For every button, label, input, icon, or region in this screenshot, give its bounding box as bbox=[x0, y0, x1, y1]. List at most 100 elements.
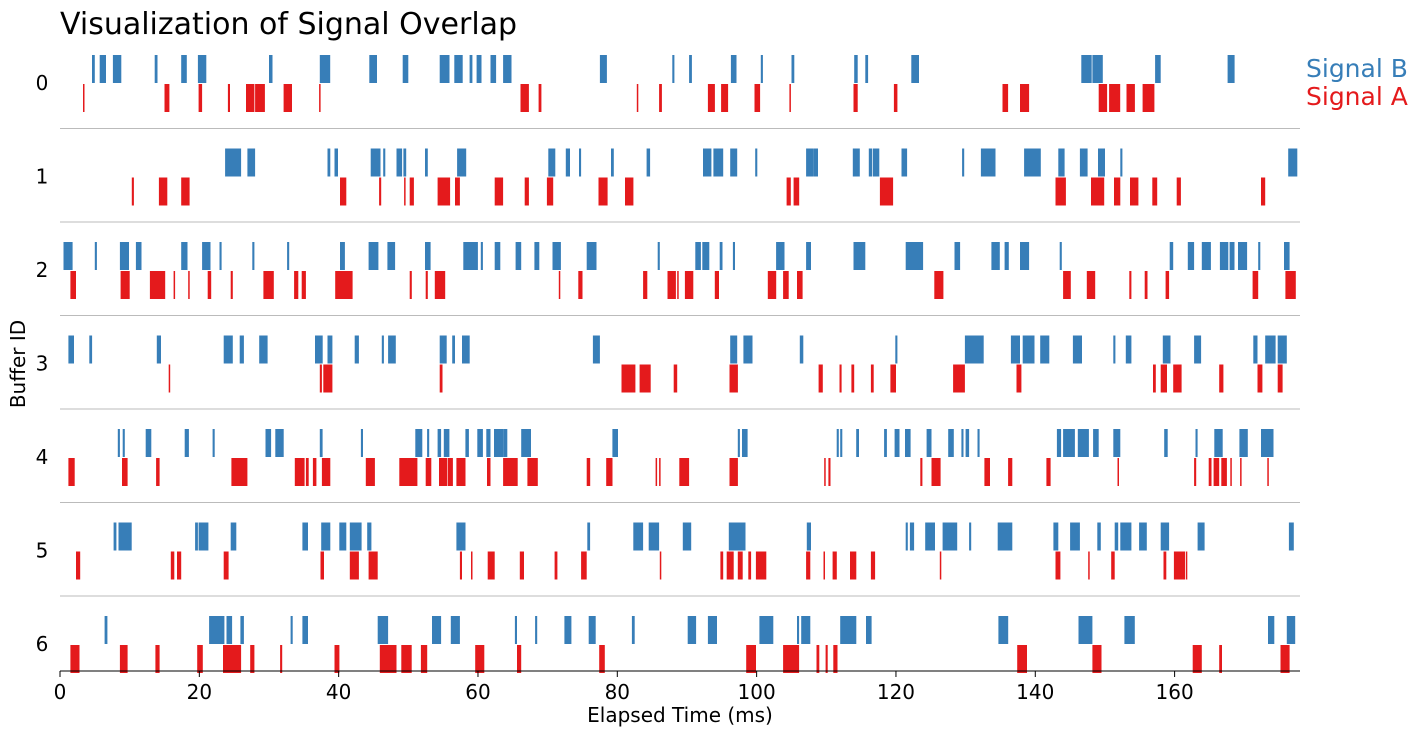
signal-b-event bbox=[290, 616, 293, 644]
signal-b-event bbox=[961, 429, 964, 457]
signal-a-event bbox=[1092, 645, 1102, 673]
signal-b-event bbox=[1120, 148, 1123, 177]
signal-b-event bbox=[275, 429, 284, 457]
signal-a-event bbox=[524, 177, 529, 206]
signal-b-event bbox=[633, 522, 644, 551]
signal-b-event bbox=[439, 335, 447, 364]
signal-b-event bbox=[856, 429, 859, 457]
signal-b-event bbox=[452, 335, 455, 364]
signal-b-event bbox=[713, 148, 724, 177]
x-tick-label: 60 bbox=[465, 680, 490, 704]
signal-b-event bbox=[381, 335, 384, 364]
signal-a-event bbox=[953, 364, 965, 393]
signal-b-event bbox=[1077, 429, 1089, 457]
signal-b-event bbox=[901, 148, 908, 177]
signal-b-event bbox=[302, 616, 308, 644]
signal-b-event bbox=[1097, 522, 1101, 551]
signal-b-event bbox=[113, 522, 117, 551]
signal-a-event bbox=[334, 645, 340, 673]
signal-a-event bbox=[870, 551, 876, 580]
signal-a-event bbox=[851, 364, 855, 393]
signal-b-event bbox=[219, 242, 222, 270]
signal-b-event bbox=[1155, 55, 1161, 83]
signal-a-event bbox=[1126, 84, 1135, 112]
signal-a-event bbox=[1280, 645, 1290, 673]
signal-a-event bbox=[231, 458, 248, 486]
signal-a-event bbox=[870, 364, 874, 393]
signal-a-event bbox=[519, 551, 524, 580]
signal-b-event bbox=[195, 522, 198, 551]
signal-b-event bbox=[1265, 335, 1276, 364]
signal-b-event bbox=[94, 242, 97, 270]
signal-b-event bbox=[269, 55, 273, 83]
signal-b-event bbox=[1160, 522, 1170, 551]
signal-b-event bbox=[340, 242, 345, 270]
signal-b-event bbox=[1197, 522, 1205, 551]
signal-a-event bbox=[893, 84, 898, 112]
signal-a-event bbox=[459, 551, 462, 580]
signal-b-event bbox=[806, 522, 811, 551]
signal-a-event bbox=[1086, 271, 1096, 299]
signal-a-event bbox=[319, 364, 322, 393]
signal-b-event bbox=[657, 242, 660, 270]
signal-b-event bbox=[905, 522, 908, 551]
signal-b-event bbox=[104, 616, 108, 644]
signal-a-event bbox=[250, 645, 255, 673]
signal-a-event bbox=[833, 645, 838, 673]
signal-a-event bbox=[1252, 271, 1259, 299]
signal-a-event bbox=[197, 645, 203, 673]
signal-b-event bbox=[730, 335, 738, 364]
signal-b-event bbox=[1092, 55, 1103, 83]
signal-a-event bbox=[439, 458, 448, 486]
signal-a-event bbox=[825, 645, 828, 673]
signal-a-event bbox=[131, 177, 134, 206]
signal-b-event bbox=[349, 522, 362, 551]
signal-b-event bbox=[911, 55, 919, 83]
signal-a-event bbox=[70, 271, 76, 299]
signal-a-event bbox=[1152, 177, 1158, 206]
signal-a-event bbox=[655, 458, 658, 486]
signal-a-event bbox=[599, 645, 605, 673]
signal-b-event bbox=[1022, 335, 1035, 364]
signal-b-event bbox=[1288, 148, 1298, 177]
signal-a-event bbox=[1261, 177, 1266, 206]
signal-b-event bbox=[866, 616, 872, 644]
signal-b-event bbox=[977, 429, 980, 457]
signal-a-event bbox=[621, 364, 636, 393]
signal-b-event bbox=[425, 148, 428, 177]
signal-b-event bbox=[969, 522, 972, 551]
signal-b-event bbox=[454, 55, 463, 83]
signal-a-event bbox=[1192, 645, 1202, 673]
signal-a-event bbox=[434, 271, 446, 299]
signal-b-event bbox=[853, 242, 866, 270]
signal-a-event bbox=[494, 177, 504, 206]
signal-a-event bbox=[1130, 177, 1139, 206]
signal-b-event bbox=[463, 242, 478, 270]
signal-b-event bbox=[646, 148, 651, 177]
signal-a-event bbox=[122, 458, 128, 486]
signal-a-event bbox=[181, 177, 190, 206]
signal-a-event bbox=[173, 271, 176, 299]
signal-b-event bbox=[156, 335, 161, 364]
signal-a-event bbox=[1185, 551, 1188, 580]
buffer-label-3: 3 bbox=[36, 352, 49, 376]
signal-a-event bbox=[517, 645, 522, 673]
signal-a-event bbox=[305, 458, 309, 486]
signal-b-event bbox=[865, 55, 869, 83]
signal-b-event bbox=[776, 242, 785, 270]
signal-b-event bbox=[730, 148, 738, 177]
signal-b-event bbox=[612, 429, 618, 457]
signal-a-event bbox=[786, 177, 791, 206]
signal-a-event bbox=[349, 551, 359, 580]
signal-b-event bbox=[1268, 616, 1275, 644]
signal-a-event bbox=[1117, 458, 1119, 486]
signal-b-event bbox=[1040, 335, 1050, 364]
signal-b-event bbox=[490, 55, 497, 83]
signal-a-event bbox=[503, 458, 518, 486]
signal-a-event bbox=[1173, 364, 1182, 393]
signal-a-event bbox=[188, 271, 190, 299]
signal-b-event bbox=[1120, 522, 1132, 551]
signal-b-event bbox=[1227, 55, 1235, 83]
signal-b-event bbox=[387, 242, 396, 270]
